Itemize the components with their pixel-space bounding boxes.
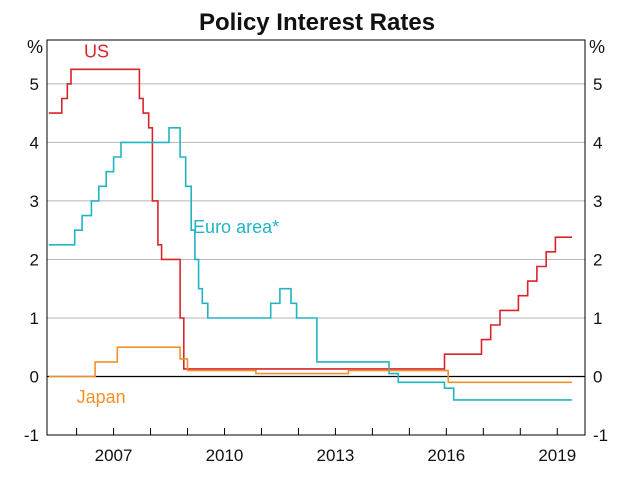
plot-frame xyxy=(46,39,586,436)
gridlines xyxy=(47,83,585,378)
y-tick-label-left: -1 xyxy=(24,426,39,445)
series-label-us: US xyxy=(84,42,109,62)
y-axis-unit-left: % xyxy=(27,37,43,57)
series-line-euro-area xyxy=(48,127,573,401)
x-tick-label: 2019 xyxy=(538,446,576,465)
y-tick-label-left: 0 xyxy=(30,367,39,386)
series-line-us xyxy=(48,68,573,370)
y-tick-label-left: 1 xyxy=(30,309,39,328)
x-tick-label: 2007 xyxy=(95,446,133,465)
series-line-japan xyxy=(48,346,573,384)
y-tick-label-right: 4 xyxy=(593,133,602,152)
axes: -1 -1 0 0 1 1 2 2 3 3 4 4 5 5 2007 2010 2013 2016 2019 xyxy=(24,39,608,465)
y-tick-label-left: 3 xyxy=(30,192,39,211)
y-tick-label-left: 5 xyxy=(30,75,39,94)
y-tick-label-right: 3 xyxy=(593,192,602,211)
y-tick-label-right: 2 xyxy=(593,250,602,269)
x-tick-label: 2013 xyxy=(316,446,354,465)
x-tick-label: 2010 xyxy=(206,446,244,465)
y-tick-label-right: -1 xyxy=(593,426,608,445)
y-tick-label-right: 5 xyxy=(593,75,602,94)
x-tick-label: 2016 xyxy=(427,446,465,465)
y-axis-unit-right: % xyxy=(589,37,605,57)
y-tick-label-left: 4 xyxy=(30,133,39,152)
series-lines xyxy=(48,68,573,401)
series-label-euro-area: Euro area* xyxy=(193,217,279,237)
y-tick-label-right: 1 xyxy=(593,309,602,328)
y-tick-label-right: 0 xyxy=(593,367,602,386)
series-label-japan: Japan xyxy=(77,387,126,407)
chart-title: Policy Interest Rates xyxy=(199,9,435,36)
y-tick-label-left: 2 xyxy=(30,250,39,269)
series-labels: US Euro area* Japan xyxy=(77,42,280,407)
